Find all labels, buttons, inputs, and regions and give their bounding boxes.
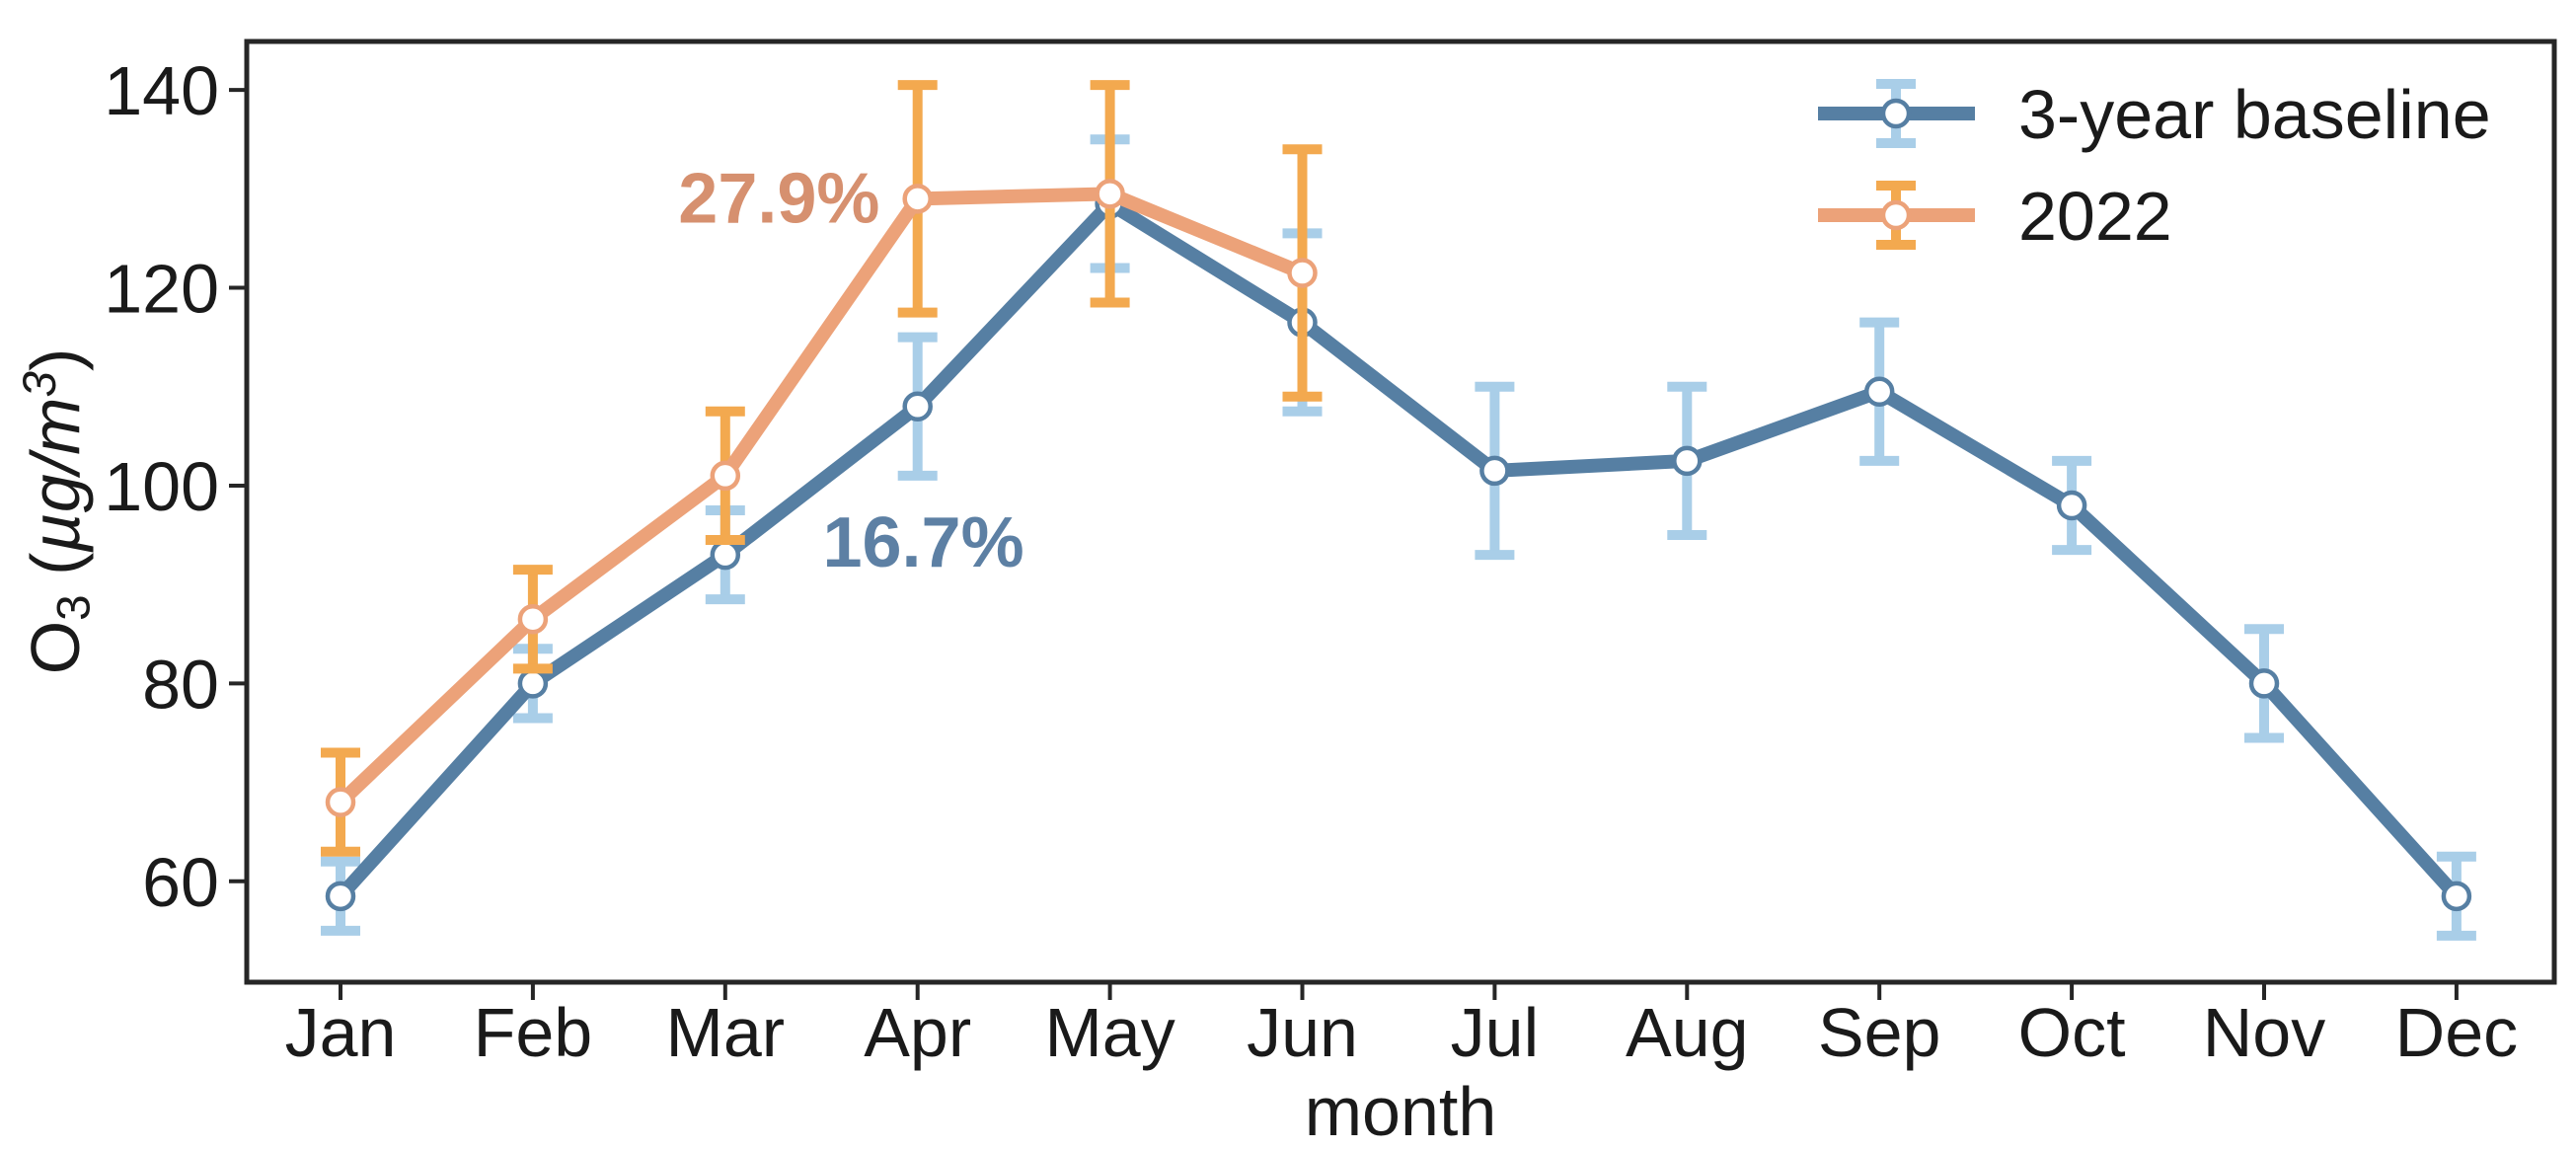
y-axis-label-unit-exp: 3 [14, 371, 67, 398]
x-tick-label: May [1044, 994, 1174, 1071]
legend-label: 3-year baseline [2018, 76, 2491, 153]
x-tick-label: Aug [1626, 994, 1749, 1071]
y-tick-label: 80 [142, 646, 219, 723]
y-axis-label-element: O [16, 620, 94, 675]
x-tick-label: Oct [2018, 994, 2126, 1071]
data-point-marker [2441, 881, 2472, 912]
x-tick-label: Nov [2203, 994, 2325, 1071]
legend-item-3-year-baseline: 3-year baseline [1818, 76, 2491, 153]
y-axis-label-unit-open: ( [16, 552, 94, 595]
y-tick-label: 100 [104, 448, 219, 525]
data-point-marker [902, 391, 933, 422]
x-tick-label: Mar [666, 994, 786, 1071]
data-point-marker [902, 184, 933, 214]
data-point-marker [1095, 179, 1125, 209]
x-tick-label: Jan [285, 994, 397, 1071]
annotation-label: 27.9% [678, 159, 879, 238]
series-line [334, 196, 2463, 903]
data-point-marker [1287, 258, 1318, 288]
legend-marker [1880, 98, 1912, 129]
data-point-marker [1672, 445, 1703, 477]
annotation-label: 16.7% [822, 503, 1023, 582]
data-point-marker [517, 668, 549, 699]
y-axis-label-unit: µg/m [16, 397, 94, 553]
y-axis-label: O3 (µg/m3) [14, 347, 101, 675]
x-tick-label: Jun [1247, 994, 1358, 1071]
y-tick-label: 120 [104, 251, 219, 328]
y-tick-label: 140 [104, 52, 219, 129]
y-axis-label-subscript: 3 [47, 594, 101, 621]
series-2022 [321, 80, 1323, 857]
y-axis-label-unit-close: ) [16, 347, 94, 372]
x-tick-label: Dec [2395, 994, 2518, 1071]
data-point-marker [2248, 668, 2280, 699]
data-point-marker [517, 603, 549, 635]
data-point-marker [1479, 455, 1510, 487]
legend-marker [1880, 199, 1912, 231]
x-axis-label: month [1304, 1073, 1497, 1150]
x-tick-label: Sep [1818, 994, 1941, 1071]
data-point-marker [325, 881, 356, 912]
y-axis: 60 80 100 120 140 [104, 52, 247, 921]
data-point-marker [1863, 376, 1895, 407]
x-tick-label: Feb [474, 994, 593, 1071]
plot-border [244, 38, 2557, 985]
data-point-marker [710, 539, 741, 571]
data-point-marker [710, 460, 741, 492]
series-3-year-baseline [321, 134, 2476, 941]
legend-label: 2022 [2018, 178, 2172, 255]
legend: 3-year baseline 2022 [1818, 76, 2491, 255]
x-tick-label: Jul [1451, 994, 1539, 1071]
series-line [334, 187, 1310, 809]
data-point-marker [2056, 490, 2087, 521]
legend-item-2022: 2022 [1818, 178, 2172, 255]
x-axis: Jan Feb Mar Apr May Jun Jul Aug Sep Oct Nov Dec [285, 982, 2518, 1071]
x-tick-label: Apr [864, 994, 971, 1071]
data-point-marker [325, 787, 356, 817]
y-tick-label: 60 [142, 844, 219, 921]
